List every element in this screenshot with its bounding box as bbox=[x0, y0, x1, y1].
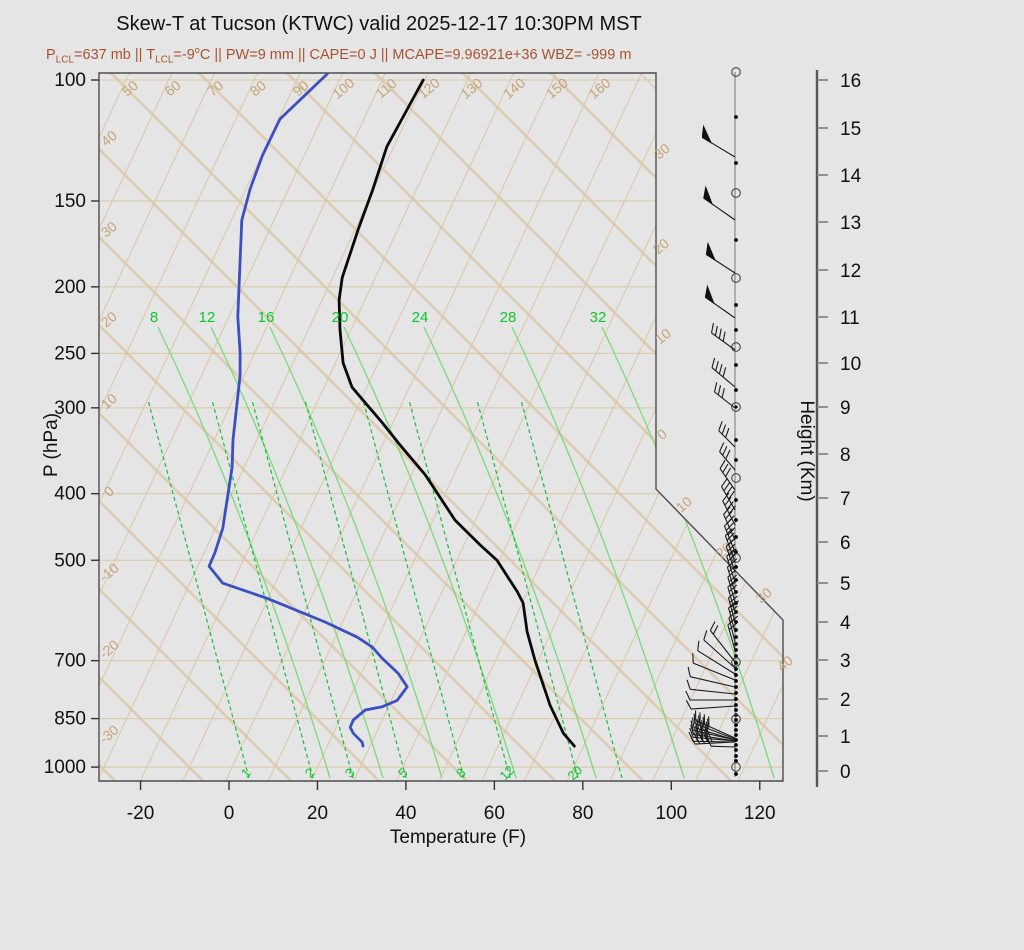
params-segment: LCL bbox=[55, 54, 75, 66]
svg-text:850: 850 bbox=[54, 709, 86, 730]
svg-text:30: 30 bbox=[651, 140, 673, 162]
params-segment: =-9 bbox=[173, 46, 195, 63]
svg-text:30: 30 bbox=[98, 218, 120, 240]
svg-text:300: 300 bbox=[54, 398, 86, 419]
temperature-line bbox=[337, 78, 576, 748]
svg-text:Height (Km): Height (Km) bbox=[796, 400, 817, 501]
chart-title: Skew-T at Tucson (KTWC) valid 2025-12-17… bbox=[116, 13, 642, 35]
svg-text:28: 28 bbox=[500, 309, 517, 326]
svg-text:1: 1 bbox=[840, 727, 851, 748]
svg-text:5: 5 bbox=[840, 574, 851, 595]
svg-text:700: 700 bbox=[54, 651, 86, 672]
svg-text:-20: -20 bbox=[127, 803, 154, 824]
svg-text:16: 16 bbox=[840, 71, 861, 92]
svg-text:12: 12 bbox=[199, 309, 216, 326]
params-segment: =637 mb || T bbox=[74, 46, 156, 63]
svg-text:130: 130 bbox=[457, 74, 485, 101]
svg-text:40: 40 bbox=[98, 127, 120, 149]
params-segment: LCL bbox=[155, 54, 174, 66]
svg-text:11: 11 bbox=[840, 308, 860, 329]
svg-text:110: 110 bbox=[372, 75, 400, 102]
svg-text:200: 200 bbox=[54, 277, 86, 298]
svg-text:4: 4 bbox=[840, 613, 851, 634]
svg-text:60: 60 bbox=[484, 803, 505, 824]
svg-text:8: 8 bbox=[840, 445, 851, 466]
svg-text:100: 100 bbox=[54, 70, 86, 91]
svg-text:13: 13 bbox=[840, 213, 861, 234]
svg-text:0: 0 bbox=[840, 762, 851, 783]
svg-text:20: 20 bbox=[98, 308, 120, 330]
svg-text:2: 2 bbox=[840, 690, 851, 711]
sounding-parameters: PLCL=637 mb || TLCL=-9oC || PW=9 mm || C… bbox=[46, 45, 631, 66]
wind-barbs bbox=[685, 67, 741, 777]
svg-text:14: 14 bbox=[840, 166, 862, 187]
svg-text:0: 0 bbox=[101, 482, 117, 499]
svg-text:20: 20 bbox=[332, 309, 349, 326]
svg-text:10: 10 bbox=[840, 354, 861, 375]
background-grid bbox=[99, 73, 783, 781]
svg-text:3: 3 bbox=[840, 651, 851, 672]
svg-text:9: 9 bbox=[840, 398, 851, 419]
svg-text:120: 120 bbox=[415, 74, 443, 101]
svg-text:1000: 1000 bbox=[44, 757, 86, 778]
svg-text:500: 500 bbox=[54, 550, 86, 571]
profile-curves bbox=[207, 73, 576, 748]
svg-text:7: 7 bbox=[840, 489, 851, 510]
svg-text:6: 6 bbox=[840, 533, 851, 554]
svg-text:400: 400 bbox=[54, 484, 86, 505]
svg-text:100: 100 bbox=[329, 74, 357, 101]
svg-text:10: 10 bbox=[673, 493, 695, 515]
svg-text:-30: -30 bbox=[96, 721, 122, 746]
dewpoint-line bbox=[207, 73, 409, 748]
plot-border bbox=[98, 72, 784, 782]
svg-text:80: 80 bbox=[572, 803, 593, 824]
svg-text:150: 150 bbox=[543, 74, 571, 101]
svg-text:P (hPa): P (hPa) bbox=[41, 413, 62, 477]
isotherm-labels: 50 60 70 80 90 100 110 120 130 140 150 160403020100… bbox=[96, 74, 796, 746]
svg-text:30: 30 bbox=[753, 584, 775, 606]
svg-text:40: 40 bbox=[774, 652, 796, 674]
svg-text:-10: -10 bbox=[96, 559, 122, 584]
svg-text:12: 12 bbox=[840, 261, 861, 282]
svg-text:32: 32 bbox=[590, 309, 607, 326]
params-segment: C || PW=9 mm || CAPE=0 J || MCAPE=9.9692… bbox=[199, 46, 632, 63]
svg-text:24: 24 bbox=[412, 309, 429, 326]
svg-text:0: 0 bbox=[224, 803, 235, 824]
svg-text:Temperature (F): Temperature (F) bbox=[390, 827, 526, 848]
svg-text:140: 140 bbox=[500, 74, 528, 101]
svg-text:12: 12 bbox=[496, 762, 517, 783]
svg-text:8: 8 bbox=[150, 309, 158, 326]
svg-text:160: 160 bbox=[585, 74, 613, 101]
svg-text:16: 16 bbox=[258, 309, 275, 326]
svg-text:100: 100 bbox=[655, 803, 687, 824]
svg-text:-20: -20 bbox=[96, 636, 122, 661]
svg-text:120: 120 bbox=[744, 803, 776, 824]
svg-text:20: 20 bbox=[307, 803, 328, 824]
svg-text:250: 250 bbox=[54, 343, 86, 364]
svg-text:10: 10 bbox=[652, 325, 674, 347]
svg-text:15: 15 bbox=[840, 119, 861, 140]
params-segment: o bbox=[194, 45, 200, 55]
svg-text:20: 20 bbox=[650, 235, 672, 257]
svg-text:10: 10 bbox=[98, 390, 120, 412]
svg-text:40: 40 bbox=[395, 803, 416, 824]
params-segment: P bbox=[46, 46, 56, 63]
svg-text:150: 150 bbox=[54, 191, 86, 212]
